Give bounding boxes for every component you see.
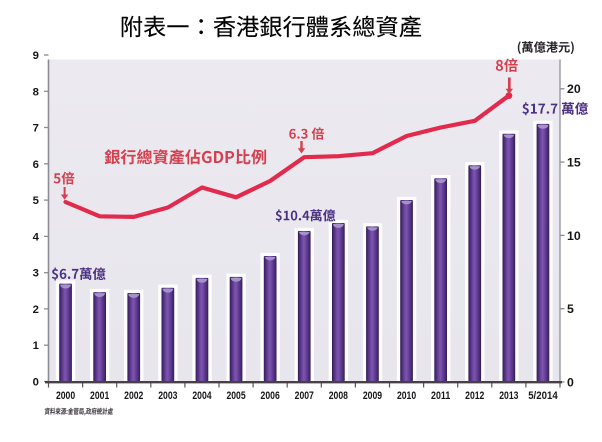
svg-text:2006: 2006 [261, 390, 280, 402]
svg-text:3: 3 [33, 268, 39, 280]
svg-text:2013: 2013 [499, 390, 518, 402]
svg-text:1: 1 [33, 340, 39, 352]
svg-text:9: 9 [33, 50, 39, 62]
svg-text:10: 10 [567, 229, 581, 243]
svg-text:2001: 2001 [90, 390, 109, 402]
svg-text:2009: 2009 [363, 390, 382, 402]
svg-text:2005: 2005 [226, 390, 245, 402]
svg-text:2012: 2012 [465, 390, 484, 402]
svg-text:0: 0 [567, 375, 574, 389]
svg-text:20: 20 [567, 82, 581, 96]
svg-text:2000: 2000 [56, 390, 75, 402]
svg-text:5/2014: 5/2014 [528, 390, 558, 402]
svg-text:2011: 2011 [431, 390, 450, 402]
svg-text:2008: 2008 [329, 390, 348, 402]
svg-text:15: 15 [567, 156, 581, 170]
svg-text:0: 0 [33, 377, 39, 389]
svg-text:2003: 2003 [158, 390, 177, 402]
svg-text:8: 8 [33, 86, 39, 98]
svg-text:2007: 2007 [295, 390, 314, 402]
svg-text:2010: 2010 [397, 390, 416, 402]
svg-text:5: 5 [33, 195, 39, 207]
svg-text:5: 5 [567, 302, 574, 316]
svg-text:2002: 2002 [124, 390, 143, 402]
svg-text:4: 4 [33, 231, 40, 243]
svg-text:2004: 2004 [192, 390, 211, 402]
svg-text:6: 6 [33, 159, 39, 171]
svg-text:7: 7 [33, 123, 39, 135]
svg-text:2: 2 [33, 304, 39, 316]
